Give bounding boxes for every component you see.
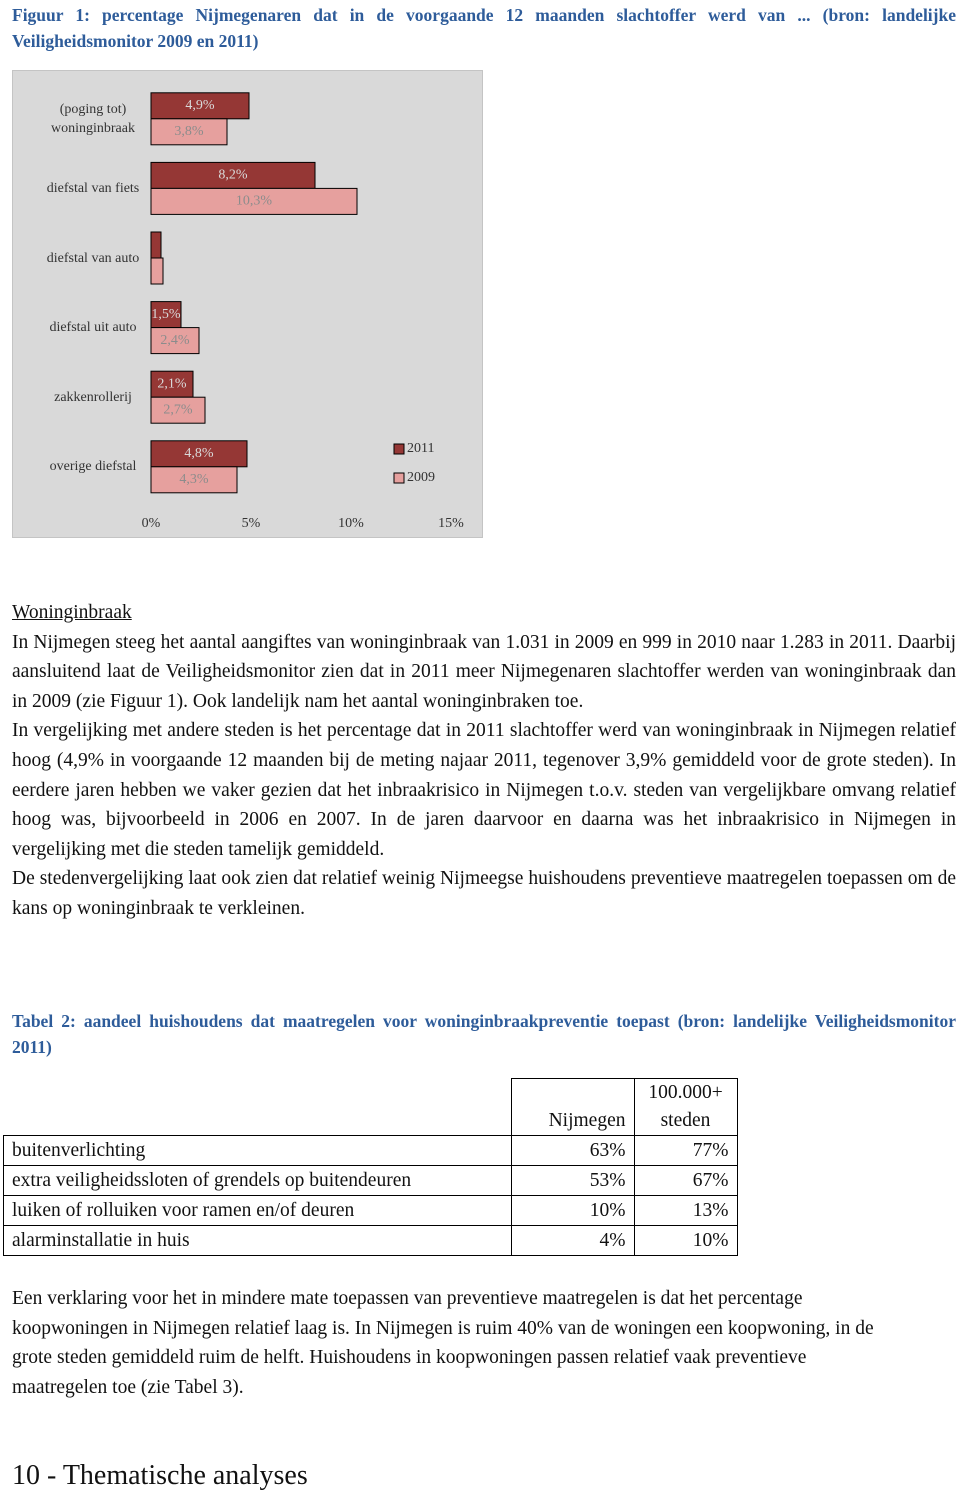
table-row: buitenverlichting 63% 77% bbox=[3, 1135, 738, 1166]
x-tick-label: 10% bbox=[338, 516, 364, 531]
bar bbox=[150, 396, 206, 424]
section-heading: Woninginbraak bbox=[12, 602, 132, 623]
cell: extra veiligheidssloten of grendels op b… bbox=[3, 1165, 512, 1196]
value-label: 4,3% bbox=[179, 472, 209, 487]
bar bbox=[150, 466, 238, 494]
value-label: 8,2% bbox=[218, 168, 248, 183]
paragraph: In Nijmegen steeg het aantal aangiftes v… bbox=[12, 631, 956, 712]
category-label: diefstal van auto bbox=[46, 250, 140, 266]
value-label: 2,1% bbox=[157, 376, 187, 391]
value-label: 4,8% bbox=[184, 446, 214, 461]
legend-label: 2009 bbox=[407, 470, 435, 485]
cell: 63% bbox=[510, 1135, 635, 1166]
bar bbox=[150, 257, 164, 285]
value-label: 2,7% bbox=[163, 402, 193, 417]
chart: 0% 5% 10% 15% 4,9% 8,2% 1,5% 2,1% 4,8% 3,8% 10,3% 2… bbox=[12, 70, 483, 538]
paragraph: De stedenvergelijking laat ook zien dat … bbox=[12, 868, 956, 919]
bar bbox=[150, 118, 228, 146]
value-label: 1,5% bbox=[151, 307, 181, 322]
cell: 10% bbox=[633, 1225, 738, 1256]
cell: 4% bbox=[510, 1225, 635, 1256]
value-label: 4,9% bbox=[185, 98, 215, 113]
x-tick-label: 15% bbox=[438, 516, 464, 531]
cell: luiken of rolluiken voor ramen en/of deu… bbox=[3, 1195, 512, 1226]
blank-cell bbox=[3, 1078, 512, 1136]
figure-caption: Figuur 1: percentage Nijmegenaren dat in… bbox=[12, 5, 956, 51]
table-row: luiken of rolluiken voor ramen en/of deu… bbox=[3, 1195, 738, 1226]
cell: 10% bbox=[510, 1195, 635, 1226]
category-label: (poging tot) woninginbraak bbox=[51, 101, 135, 136]
cell: 67% bbox=[633, 1165, 738, 1196]
bar bbox=[150, 161, 316, 189]
section: Woninginbraak In Nijmegen steeg het aant… bbox=[12, 598, 956, 924]
bar bbox=[150, 327, 200, 355]
cell: 13% bbox=[633, 1195, 738, 1226]
chart-svg: 0% 5% 10% 15% 4,9% 8,2% 1,5% 2,1% 4,8% 3,8% 10,3% 2… bbox=[142, 92, 464, 531]
cell: alarminstallatie in huis bbox=[3, 1225, 512, 1256]
cell: buitenverlichting bbox=[3, 1135, 512, 1166]
cell: 53% bbox=[510, 1165, 635, 1196]
legend-swatch bbox=[393, 443, 405, 455]
category-label: zakkenrollerij bbox=[54, 389, 132, 405]
bar bbox=[150, 187, 358, 215]
category-label: diefstal uit auto bbox=[49, 320, 137, 336]
x-tick-label: 0% bbox=[142, 516, 161, 531]
value-label: 10,3% bbox=[236, 194, 273, 209]
value-label: 2,4% bbox=[160, 333, 190, 348]
table-row: extra veiligheidssloten of grendels op b… bbox=[3, 1165, 738, 1196]
footer: 10 - Thematische analyses bbox=[12, 1460, 308, 1491]
x-tick-label: 5% bbox=[242, 516, 261, 531]
paragraph: Een verklaring voor het in mindere mate … bbox=[12, 1288, 874, 1398]
legend-label: 2011 bbox=[407, 441, 434, 456]
bar bbox=[150, 92, 250, 120]
cell: 77% bbox=[633, 1135, 738, 1166]
table-caption: Tabel 2: aandeel huishoudens dat maatreg… bbox=[12, 1011, 956, 1057]
value-label: 3,8% bbox=[174, 124, 204, 139]
paragraph: In vergelijking met andere steden is het… bbox=[12, 720, 956, 860]
table-header: Nijmegen 100.000+ steden bbox=[3, 1078, 738, 1136]
header-cell: 100.000+ steden bbox=[633, 1078, 738, 1136]
table: Nijmegen 100.000+ steden buitenverlichti… bbox=[3, 1078, 738, 1256]
category-label: overige diefstal bbox=[49, 459, 137, 475]
legend-swatch bbox=[393, 472, 405, 484]
category-label: diefstal van fiets bbox=[46, 180, 140, 196]
header-cell: Nijmegen bbox=[510, 1078, 635, 1136]
table-row: alarminstallatie in huis 4% 10% bbox=[3, 1225, 738, 1256]
